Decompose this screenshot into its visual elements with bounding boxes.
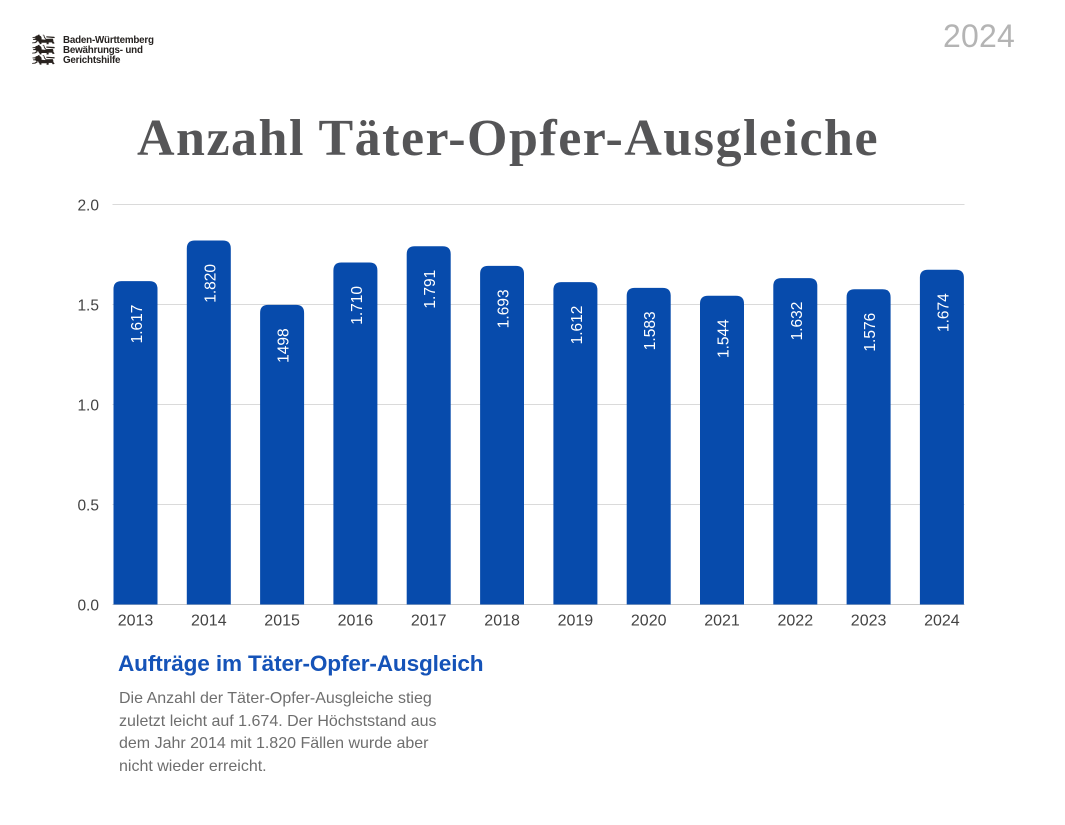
svg-text:1.693: 1.693 <box>496 289 513 328</box>
svg-text:1.820: 1.820 <box>202 264 219 303</box>
svg-text:1.617: 1.617 <box>129 305 146 344</box>
svg-text:0.5: 0.5 <box>77 497 99 514</box>
svg-text:2018: 2018 <box>484 613 520 630</box>
svg-text:2017: 2017 <box>411 613 447 630</box>
svg-text:2022: 2022 <box>778 613 814 630</box>
svg-text:1.576: 1.576 <box>862 313 879 352</box>
svg-text:1.791: 1.791 <box>422 270 439 309</box>
svg-text:1.710: 1.710 <box>349 286 366 325</box>
svg-text:0.0: 0.0 <box>77 597 99 614</box>
svg-text:1.674: 1.674 <box>935 293 952 332</box>
svg-text:2024: 2024 <box>924 613 960 630</box>
svg-text:2021: 2021 <box>704 613 740 630</box>
svg-text:2013: 2013 <box>118 613 154 630</box>
svg-text:1.5: 1.5 <box>77 297 99 314</box>
svg-text:2019: 2019 <box>558 613 594 630</box>
svg-text:1498: 1498 <box>276 328 293 362</box>
svg-text:1.0: 1.0 <box>77 397 99 414</box>
svg-text:1.544: 1.544 <box>716 319 733 358</box>
svg-text:2016: 2016 <box>338 613 374 630</box>
svg-text:2014: 2014 <box>191 613 227 630</box>
svg-text:2020: 2020 <box>631 613 667 630</box>
svg-text:2.0: 2.0 <box>77 197 99 214</box>
svg-text:2015: 2015 <box>264 613 300 630</box>
svg-text:2023: 2023 <box>851 613 887 630</box>
svg-text:1.583: 1.583 <box>642 311 659 350</box>
svg-text:1.632: 1.632 <box>789 302 806 341</box>
svg-text:1.612: 1.612 <box>569 306 586 345</box>
